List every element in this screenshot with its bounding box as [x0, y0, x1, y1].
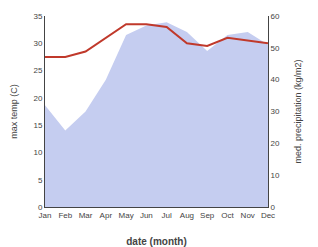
svg-text:Aug: Aug — [180, 211, 194, 220]
svg-text:30: 30 — [33, 39, 42, 48]
svg-text:Mar: Mar — [79, 211, 93, 220]
svg-text:Sep: Sep — [200, 211, 215, 220]
svg-text:med. precipitation (kg/m2): med. precipitation (kg/m2) — [293, 59, 303, 163]
svg-text:Jan: Jan — [39, 211, 52, 220]
svg-text:35: 35 — [33, 12, 42, 21]
svg-text:0: 0 — [271, 203, 276, 212]
svg-text:20: 20 — [271, 139, 280, 148]
svg-text:40: 40 — [271, 75, 280, 84]
svg-text:Apr: Apr — [100, 211, 113, 220]
svg-text:0: 0 — [38, 203, 43, 212]
svg-text:10: 10 — [33, 148, 42, 157]
svg-text:50: 50 — [271, 44, 280, 53]
svg-text:5: 5 — [38, 176, 43, 185]
svg-text:Oct: Oct — [221, 211, 234, 220]
svg-text:Jul: Jul — [162, 211, 172, 220]
svg-text:15: 15 — [33, 121, 42, 130]
svg-text:max temp (C): max temp (C) — [9, 84, 19, 139]
svg-text:date (month): date (month) — [126, 236, 187, 247]
svg-text:Dec: Dec — [261, 211, 275, 220]
svg-text:10: 10 — [271, 171, 280, 180]
svg-text:Feb: Feb — [58, 211, 72, 220]
svg-text:Nov: Nov — [241, 211, 255, 220]
svg-text:30: 30 — [271, 107, 280, 116]
svg-text:25: 25 — [33, 66, 42, 75]
svg-text:Jun: Jun — [140, 211, 153, 220]
svg-text:20: 20 — [33, 94, 42, 103]
svg-text:May: May — [119, 211, 134, 220]
svg-text:60: 60 — [271, 12, 280, 21]
